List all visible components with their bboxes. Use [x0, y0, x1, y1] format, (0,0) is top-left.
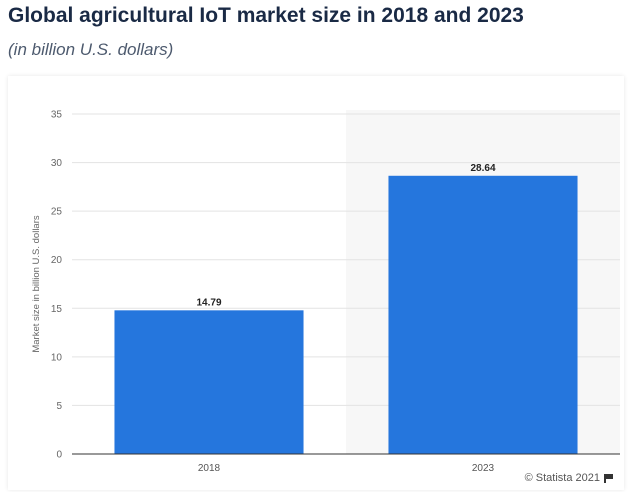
statista-credit[interactable]: © Statista 2021 [525, 472, 614, 484]
y-tick-label: 35 [51, 110, 63, 121]
bar-2023[interactable] [388, 175, 578, 454]
data-labels: 14.79 28.64 [196, 163, 495, 309]
credit-text: © Statista 2021 [524, 472, 600, 484]
y-axis-title: Market size in billion U.S. dollars [31, 215, 42, 353]
y-tick-label: 25 [51, 207, 63, 218]
y-tick-label: 5 [56, 401, 62, 412]
flag-icon[interactable] [604, 473, 614, 483]
y-tick-label: 30 [51, 158, 63, 169]
y-tick-label: 10 [51, 352, 63, 363]
y-tick-label: 20 [51, 255, 63, 266]
x-tick-label-2018: 2018 [198, 463, 221, 474]
data-label-2018: 14.79 [196, 297, 221, 308]
bar-chart: 0 5 10 15 20 25 30 35 14.79 28.64 2018 2023 Marke… [31, 110, 620, 474]
x-tick-label-2023: 2023 [472, 463, 495, 474]
data-label-2023: 28.64 [470, 163, 495, 174]
y-axis-ticks: 0 5 10 15 20 25 30 35 [51, 110, 63, 461]
chart-title: Global agricultural IoT market size in 2… [8, 4, 524, 27]
y-tick-label: 0 [56, 450, 62, 461]
bar-2018[interactable] [114, 310, 304, 454]
chart-panel: 0 5 10 15 20 25 30 35 14.79 28.64 2018 2023 Marke… [8, 76, 624, 490]
x-axis-ticks: 2018 2023 [198, 463, 495, 474]
y-tick-label: 15 [51, 304, 63, 315]
bars [114, 175, 578, 454]
chart-subtitle: (in billion U.S. dollars) [8, 40, 174, 59]
